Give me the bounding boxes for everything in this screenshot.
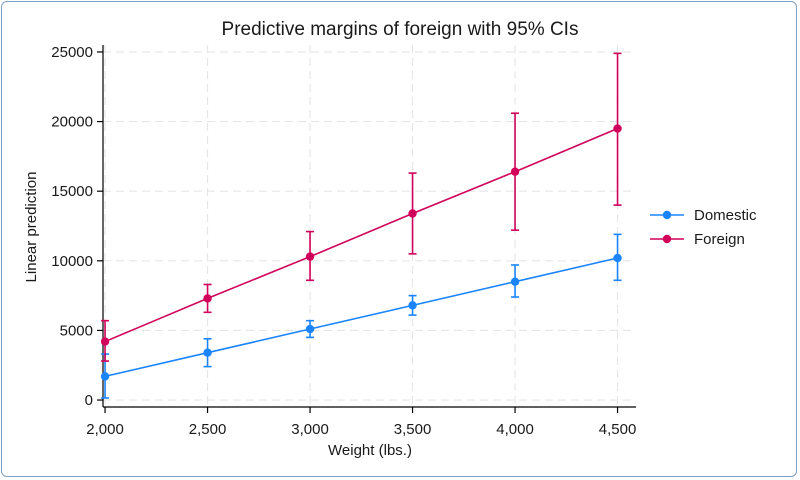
x-tick-label: 3,500: [394, 421, 432, 438]
legend-label: Domestic: [694, 207, 757, 224]
x-axis-label: Weight (lbs.): [328, 442, 412, 459]
data-point: [613, 253, 622, 263]
series-foreign: [100, 52, 622, 362]
legend-marker: [662, 234, 672, 244]
legend-marker: [662, 210, 672, 220]
legend-item-foreign: Foreign: [650, 231, 745, 248]
data-point: [203, 294, 212, 303]
data-point: [203, 348, 212, 357]
chart-title: Predictive margins of foreign with 95% C…: [222, 19, 579, 40]
data-point: [408, 301, 417, 310]
data-point: [305, 252, 315, 261]
grid-layer: [103, 45, 636, 407]
axes-layer: 0 5000 10000 15000 20000 25000 2,000 2,500 3,000…: [51, 44, 636, 438]
legend: Domestic Foreign: [650, 207, 757, 248]
y-tick-label: 20000: [51, 114, 93, 131]
legend-label: Foreign: [694, 231, 745, 248]
y-axis-label: Linear prediction: [23, 172, 40, 283]
y-tick-label: 15000: [51, 183, 93, 200]
x-tick-label: 4,500: [599, 421, 637, 438]
y-tick-label: 25000: [51, 44, 93, 61]
data-point: [100, 372, 110, 381]
legend-item-domestic: Domestic: [650, 207, 757, 224]
series-layer: [100, 52, 622, 399]
data-point: [100, 337, 110, 346]
y-tick-label: 0: [85, 392, 93, 409]
data-point: [408, 209, 417, 218]
y-tick-label: 10000: [51, 253, 93, 270]
data-point: [510, 167, 520, 176]
data-point: [613, 124, 622, 133]
series-domestic: [100, 233, 622, 399]
x-tick-label: 2,000: [86, 421, 124, 438]
x-tick-label: 2,500: [189, 421, 227, 438]
data-point: [305, 324, 315, 334]
data-point: [510, 277, 520, 286]
series-line: [104, 127, 618, 343]
x-tick-label: 4,000: [496, 421, 534, 438]
series-line: [104, 257, 618, 378]
x-tick-label: 3,000: [291, 421, 329, 438]
y-tick-label: 5000: [60, 322, 93, 339]
